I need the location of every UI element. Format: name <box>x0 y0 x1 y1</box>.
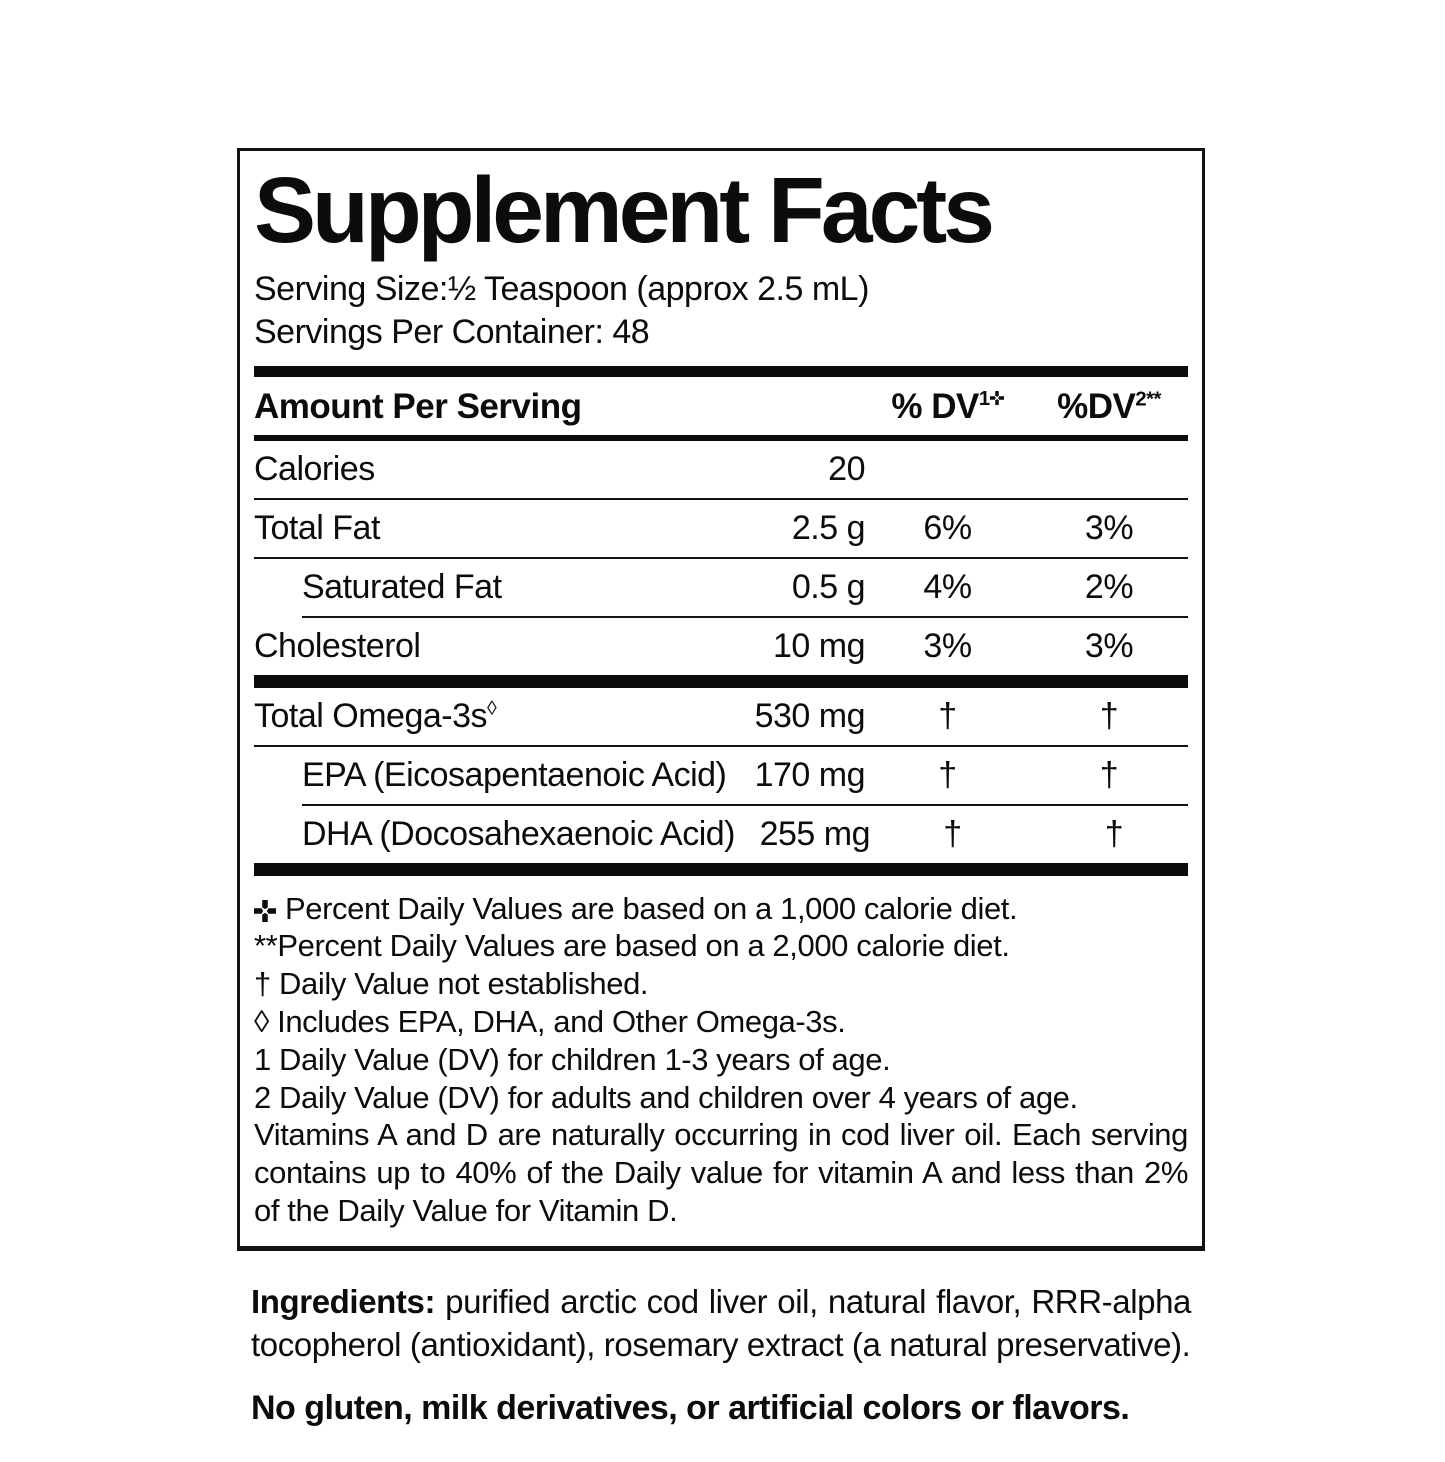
nutrient-dv2: † <box>1099 755 1119 794</box>
below-panel-text: Ingredients: purified arctic cod liver o… <box>237 1281 1205 1428</box>
servings-per-container: Servings Per Container: 48 <box>254 312 650 351</box>
footnote-lozenge: ◊ Includes EPA, DHA, and Other Omega-3s. <box>254 1003 846 1039</box>
serving-info: Serving Size:½ Teaspoon (approx 2.5 mL) … <box>254 268 1188 354</box>
footnote-dv1-text: Percent Daily Values are based on a 1,00… <box>285 890 1018 926</box>
nutrient-name: Calories <box>254 449 375 488</box>
nutrient-dv2: † <box>1104 814 1124 853</box>
table-row-calories: Calories 20 <box>254 441 1188 498</box>
nutrient-name: DHA (Docosahexaenoic Acid) <box>302 814 736 853</box>
footnote-dv2-definition: 2 Daily Value (DV) for adults and childr… <box>254 1079 1078 1115</box>
divider-heavy-footnotes <box>254 862 1188 876</box>
divider-heavy-top <box>254 365 1188 377</box>
nutrient-amount: 170 mg <box>754 755 866 794</box>
nutrient-amount: 0.5 g <box>791 567 866 606</box>
row-divider <box>254 497 1188 500</box>
lozenge-superscript: ◊ <box>487 697 497 720</box>
nutrient-dv1: 6% <box>923 508 972 547</box>
row-divider <box>254 744 1188 747</box>
nutrient-amount: 255 mg <box>759 814 871 853</box>
nutrient-amount: 2.5 g <box>791 508 866 547</box>
nutrient-dv2: 3% <box>1084 626 1134 665</box>
table-row-cholesterol: Cholesterol 10 mg 3% 3% <box>254 618 1188 675</box>
heavy-cross-icon <box>254 891 276 922</box>
dv2-column-header: %DV2** <box>1030 387 1188 427</box>
footnote-dv1: Percent Daily Values are based on a 1,00… <box>254 890 1188 928</box>
table-row-dha: DHA (Docosahexaenoic Acid) 255 mg † † <box>254 806 1188 863</box>
row-divider-indented <box>302 615 1188 618</box>
allergen-note: No gluten, milk derivatives, or artifici… <box>251 1388 1130 1427</box>
nutrient-name: Total Fat <box>254 508 380 547</box>
nutrient-amount: 10 mg <box>773 626 866 665</box>
nutrient-dv2: 2% <box>1084 567 1134 606</box>
dv2-header-superscript: 2** <box>1135 387 1161 410</box>
table-row-saturated-fat: Saturated Fat 0.5 g 4% 2% <box>254 559 1188 616</box>
serving-size: Serving Size:½ Teaspoon (approx 2.5 mL) <box>254 269 869 308</box>
heavy-cross-icon <box>989 390 1004 405</box>
ingredients-label: Ingredients: <box>251 1282 436 1320</box>
nutrient-name-text: Total Omega-3s <box>254 696 488 735</box>
ingredients-paragraph: Ingredients: purified arctic cod liver o… <box>251 1281 1191 1367</box>
dv2-header-label: %DV <box>1057 386 1136 426</box>
divider-heavy-omega-section <box>254 674 1188 688</box>
supplement-facts-label: Supplement Facts Serving Size:½ Teaspoon… <box>237 148 1205 1462</box>
amount-per-serving-header: Amount Per Serving <box>254 386 582 426</box>
nutrient-dv1: 4% <box>923 567 972 606</box>
dv1-column-header: % DV1 <box>865 387 1030 427</box>
nutrient-name: Saturated Fat <box>302 567 502 606</box>
nutrient-dv2: 3% <box>1084 508 1134 547</box>
footnote-dagger: † Daily Value not established. <box>254 966 649 1002</box>
nutrient-dv1: † <box>943 814 962 853</box>
ingredients-text: purified arctic cod liver oil, natural f… <box>251 1282 1191 1363</box>
nutrient-dv2: † <box>1099 696 1119 735</box>
table-row-total-fat: Total Fat 2.5 g 6% 3% <box>254 500 1188 557</box>
nutrient-dv1: † <box>938 755 957 794</box>
footnotes-block: Percent Daily Values are based on a 1,00… <box>254 890 1188 1230</box>
row-divider <box>254 556 1188 559</box>
panel-title: Supplement Facts <box>254 158 995 262</box>
dv1-superscript-number: 1 <box>978 387 990 410</box>
nutrient-dv1: † <box>938 696 957 735</box>
footnote-dv2: **Percent Daily Values are based on a 2,… <box>254 928 1010 964</box>
nutrient-name: EPA (Eicosapentaenoic Acid) <box>302 755 727 794</box>
dv1-header-superscript: 1 <box>979 388 1004 410</box>
nutrient-name: Cholesterol <box>254 626 421 665</box>
dv1-header-label: % DV <box>891 386 979 426</box>
nutrient-amount: 530 mg <box>754 696 866 735</box>
nutrient-name: Total Omega-3s◊ <box>254 697 730 736</box>
nutrient-amount: 20 <box>828 449 865 488</box>
table-header-row: Amount Per Serving % DV1 %DV2** <box>254 377 1188 435</box>
supplement-facts-panel: Supplement Facts Serving Size:½ Teaspoon… <box>237 148 1205 1251</box>
row-divider-indented <box>302 803 1188 806</box>
vitamins-note: Vitamins A and D are naturally occurring… <box>254 1117 1188 1229</box>
divider-medium-header <box>254 434 1188 441</box>
table-row-epa: EPA (Eicosapentaenoic Acid) 170 mg † † <box>254 747 1188 804</box>
nutrient-dv1: 3% <box>923 626 972 665</box>
footnote-dv1-definition: 1 Daily Value (DV) for children 1-3 year… <box>254 1041 891 1077</box>
table-row-total-omega3: Total Omega-3s◊ 530 mg † † <box>254 688 1188 745</box>
